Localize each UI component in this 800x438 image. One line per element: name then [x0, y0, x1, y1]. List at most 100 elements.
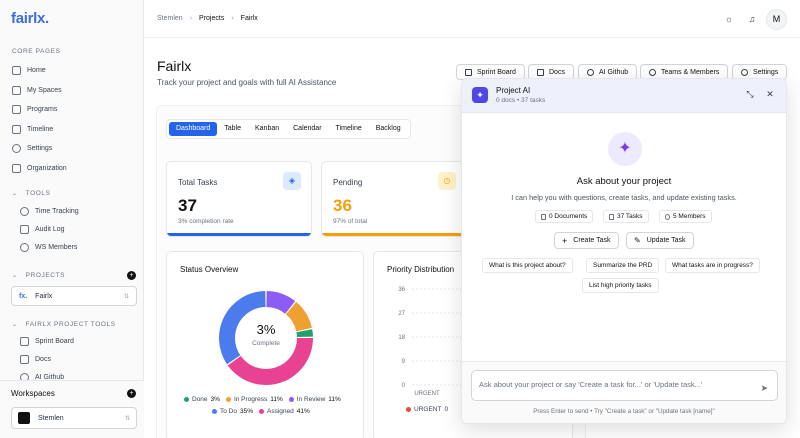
chevron-down-icon: ⌄	[12, 272, 18, 279]
y-tick-label: 18	[398, 335, 405, 341]
bell-icon[interactable]: ♫	[748, 14, 756, 24]
donut-center-value: 3%	[256, 322, 276, 337]
sidebar-item-sprint-board[interactable]: Sprint Board	[20, 334, 74, 348]
sidebar-item-time-tracking[interactable]: Time Tracking	[20, 204, 79, 218]
total-tasks-card: Total Tasks ◈ 37 3% completion rate	[166, 161, 312, 237]
stat-note: 97% of total	[333, 218, 368, 225]
stat-value: 37	[178, 196, 197, 215]
legend-label: In Progress	[233, 396, 268, 403]
sidebar-item-settings[interactable]: Settings	[12, 141, 52, 155]
donut-legend-row-2: To Do 35% Assigned 41%	[212, 408, 310, 415]
project-badge: fx.	[19, 292, 28, 300]
building-icon	[12, 163, 21, 173]
pill-label: 37 Tasks	[617, 213, 643, 220]
y-tick-label: 27	[398, 311, 405, 317]
clock-icon	[20, 206, 29, 216]
folder-icon	[12, 104, 21, 114]
sparkle-icon: ✦	[472, 87, 488, 103]
y-tick-label: 36	[398, 287, 405, 293]
breadcrumb-item[interactable]: Stemlen	[157, 15, 183, 22]
project-tools-section-toggle[interactable]: ⌄ FAIRLX PROJECT TOOLS	[12, 317, 116, 331]
send-icon[interactable]: ➤	[760, 383, 768, 393]
button-label: Update Task	[646, 237, 686, 244]
tab-backlog[interactable]: Backlog	[375, 125, 401, 132]
sidebar-item-timeline[interactable]: Timeline	[12, 122, 53, 136]
avatar[interactable]: M	[766, 9, 787, 30]
legend-label: URGENT	[414, 406, 442, 413]
projects-section-toggle[interactable]: ⌄ PROJECTS	[12, 268, 65, 282]
sidebar-item-label: My Spaces	[27, 86, 62, 94]
legend-value: 0	[444, 406, 449, 413]
tab-calendar[interactable]: Calendar	[293, 125, 322, 132]
app-logo[interactable]: fairlx.	[11, 10, 49, 27]
workspace-select-value: Stemlen	[38, 414, 64, 422]
gear-icon	[12, 143, 21, 153]
suggestion-chip[interactable]: What is this project about?	[482, 258, 573, 273]
document-icon	[20, 354, 29, 364]
close-icon[interactable]: ✕	[766, 89, 774, 99]
legend-dot	[225, 397, 231, 402]
workspace-select[interactable]: Stemlen ⇅	[11, 407, 137, 429]
tools-label: TOOLS	[25, 189, 51, 197]
breadcrumb-item[interactable]: Projects	[199, 15, 225, 22]
workspaces-label: Workspaces	[11, 389, 55, 398]
donut-slice-assigned	[227, 337, 313, 385]
stat-note: 3% completion rate	[178, 218, 234, 225]
suggestion-chip[interactable]: List high priority tasks	[582, 278, 659, 293]
project-select[interactable]: fx. Fairlx ⇅	[11, 286, 137, 306]
tab-dashboard[interactable]: Dashboard	[169, 122, 218, 136]
sidebar-item-home[interactable]: Home	[12, 63, 46, 77]
legend-dot	[288, 397, 294, 402]
legend-value: 35%	[239, 408, 253, 415]
legend-dot	[259, 409, 264, 414]
sidebar-item-docs[interactable]: Docs	[20, 352, 51, 366]
sidebar-item-organization[interactable]: Organization	[12, 161, 67, 175]
page-title: Fairlx	[157, 58, 192, 74]
add-project-icon[interactable]: +	[127, 271, 136, 280]
legend-value: 41%	[296, 408, 310, 415]
suggestion-chip[interactable]: What tasks are in progress?	[665, 258, 760, 273]
legend-item: Done 3%	[184, 396, 220, 403]
button-label: Settings	[753, 68, 779, 76]
chevron-updown-icon: ⇅	[123, 293, 129, 300]
tab-table[interactable]: Table	[224, 125, 241, 132]
sidebar-item-audit-log[interactable]: Audit Log	[20, 222, 65, 236]
legend-value: 3%	[210, 396, 220, 403]
github-icon	[587, 68, 594, 76]
tools-section-toggle[interactable]: ⌄ TOOLS	[12, 186, 51, 200]
sidebar-item-ws-members[interactable]: WS Members	[20, 240, 77, 254]
legend-dot	[212, 409, 217, 414]
pending-card: Pending ◷ 36 97% of total	[321, 161, 467, 237]
legend-dot	[184, 397, 189, 402]
sun-icon[interactable]: ☼	[724, 14, 734, 24]
chevron-right-icon: ›	[189, 15, 193, 22]
sidebar-item-label: Docs	[35, 355, 51, 363]
calendar-icon	[12, 124, 21, 134]
minimize-icon[interactable]: ⤡	[746, 89, 754, 99]
tab-timeline[interactable]: Timeline	[335, 125, 362, 132]
add-workspace-icon[interactable]: +	[127, 389, 136, 398]
button-label: Create Task	[573, 237, 611, 244]
button-label: Docs	[549, 68, 565, 76]
breadcrumb-current: Fairlx	[240, 15, 258, 22]
create-task-button[interactable]: + Create Task	[554, 232, 619, 249]
sidebar-item-label: Programs	[27, 105, 58, 113]
plus-icon: +	[562, 235, 568, 246]
board-icon	[465, 68, 472, 76]
sidebar-item-my-spaces[interactable]: My Spaces	[12, 83, 62, 97]
chevron-down-icon: ⌄	[12, 321, 18, 328]
layers-icon: ◈	[283, 172, 301, 190]
workspace-logo	[18, 412, 30, 424]
tab-kanban[interactable]: Kanban	[254, 125, 280, 132]
suggestion-chip[interactable]: Summarize the PRD	[586, 258, 660, 273]
document-icon	[541, 213, 546, 220]
stat-label: Pending	[333, 178, 363, 187]
workspace-switcher: Workspaces + Stemlen ⇅	[0, 380, 144, 438]
status-overview-card: Status Overview 3% Complete Done 3% In Pr…	[166, 251, 364, 438]
sidebar-item-label: AI Github	[35, 373, 65, 381]
legend-item: In Progress 11%	[225, 396, 283, 403]
ai-chat-input[interactable]: Ask about your project or say 'Create a …	[471, 370, 778, 401]
sidebar-item-programs[interactable]: Programs	[12, 102, 57, 116]
gear-icon	[741, 68, 748, 76]
update-task-button[interactable]: ✎ Update Task	[626, 232, 694, 249]
